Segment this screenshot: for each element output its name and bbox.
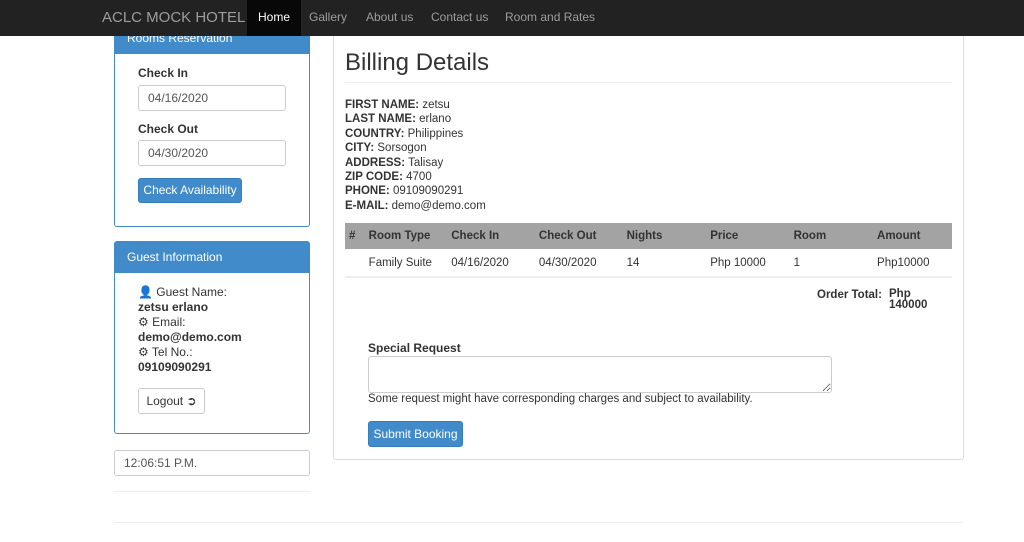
field-value: zetsu bbox=[422, 99, 450, 111]
guest-name-label: Guest Name: bbox=[156, 285, 227, 299]
field-value: 09109090291 bbox=[392, 185, 464, 198]
billing-field: E-MAIL: demo@demo.com bbox=[345, 199, 486, 213]
check-out-input[interactable]: 04/30/2020 bbox=[138, 140, 286, 166]
gear-icon: ⚙ bbox=[138, 345, 149, 359]
divider bbox=[114, 491, 310, 492]
reservation-panel: Rooms Reservation Check In 04/16/2020 Ch… bbox=[114, 22, 310, 227]
submit-booking-button[interactable]: Submit Booking bbox=[368, 421, 463, 447]
guest-panel: Guest Information 👤 Guest Name: zetsu er… bbox=[114, 241, 310, 434]
column-header: Room Type bbox=[364, 223, 448, 249]
check-in-input[interactable]: 04/16/2020 bbox=[138, 85, 286, 111]
billing-field: CITY: Sorsogon bbox=[345, 141, 486, 155]
check-out-label: Check Out bbox=[138, 122, 199, 136]
column-header: Amount bbox=[873, 223, 952, 249]
table-cell: Family Suite bbox=[364, 249, 448, 278]
order-total: Php 140000 bbox=[889, 288, 928, 311]
clock: 12:06:51 P.M. bbox=[114, 450, 310, 476]
footer-divider bbox=[114, 522, 963, 523]
booking-table: # Room Type Check In Check Out Nights Price Ro… bbox=[345, 223, 952, 278]
billing-field: FIRST NAME: zetsu bbox=[345, 98, 486, 112]
nav-home[interactable]: Home bbox=[247, 0, 302, 36]
special-request-label: Special Request bbox=[368, 341, 461, 355]
billing-info: FIRST NAME: zetsu LAST NAME: erlano COUNTR… bbox=[345, 98, 486, 213]
guest-email: demo@demo.com bbox=[138, 330, 242, 344]
column-header: Check In bbox=[447, 223, 535, 249]
check-in-label: Check In bbox=[138, 66, 189, 80]
logout-button[interactable]: Logout ➲ bbox=[138, 388, 205, 414]
table-cell: Php 10000 bbox=[706, 249, 790, 278]
field-value: erlano bbox=[419, 113, 452, 126]
email-label: Email: bbox=[152, 315, 186, 329]
nav-about[interactable]: About us bbox=[366, 10, 414, 24]
check-availability-button[interactable]: Check Availability bbox=[138, 178, 242, 203]
special-request-input[interactable] bbox=[368, 356, 832, 393]
gear-icon: ⚙ bbox=[138, 315, 149, 329]
table-cell: Php10000 bbox=[873, 249, 952, 278]
billing-field: COUNTRY: Philippines bbox=[345, 127, 486, 141]
guest-title: Guest Information bbox=[115, 242, 309, 273]
navbar: ACLC MOCK HOTEL Home Gallery About us Co… bbox=[0, 0, 1024, 36]
field-value: Philippines bbox=[407, 127, 464, 140]
column-header: # bbox=[345, 223, 365, 249]
column-header: Room bbox=[789, 223, 874, 249]
brand[interactable]: ACLC MOCK HOTEL bbox=[102, 9, 246, 26]
tel-label: Tel No.: bbox=[151, 345, 193, 359]
column-header: Price bbox=[706, 223, 790, 249]
guest-name: zetsu erlano bbox=[138, 300, 209, 314]
billing-field: PHONE: 09109090291 bbox=[345, 184, 486, 198]
billing-panel: Billing Details FIRST NAME: zetsu LAST NA… bbox=[333, 20, 964, 460]
field-label: ZIP CODE: bbox=[345, 171, 403, 184]
nav-rooms-rates[interactable]: Room and Rates bbox=[505, 10, 596, 24]
column-header: Nights bbox=[622, 223, 707, 249]
field-value: Sorsogon bbox=[377, 142, 427, 155]
field-value: demo@demo.com bbox=[391, 199, 486, 212]
billing-field: ZIP CODE: 4700 bbox=[345, 170, 486, 184]
column-header: Check Out bbox=[534, 223, 623, 249]
billing-field: ADDRESS: Talisay bbox=[345, 156, 486, 170]
divider bbox=[345, 82, 952, 83]
nav-contact[interactable]: Contact us bbox=[431, 10, 489, 24]
field-label: LAST NAME: bbox=[345, 113, 416, 126]
field-label: ADDRESS: bbox=[345, 156, 406, 169]
user-icon: 👤 bbox=[138, 285, 153, 299]
page-title: Billing Details bbox=[345, 49, 490, 76]
field-value: Talisay bbox=[408, 156, 444, 169]
field-label: CITY: bbox=[345, 142, 375, 155]
guest-tel: 09109090291 bbox=[138, 360, 212, 374]
table-cell: 04/16/2020 bbox=[447, 249, 535, 278]
table-row: Family Suite 04/16/2020 04/30/2020 14 Php 10… bbox=[345, 249, 952, 278]
field-value: 4700 bbox=[406, 171, 432, 184]
field-label: FIRST NAME: bbox=[345, 99, 420, 111]
field-label: PHONE: bbox=[345, 185, 390, 198]
nav-gallery[interactable]: Gallery bbox=[309, 10, 348, 24]
table-cell: 1 bbox=[789, 249, 874, 278]
special-request-note: Some request might have corresponding ch… bbox=[368, 393, 753, 405]
field-label: COUNTRY: bbox=[345, 127, 405, 140]
billing-field: LAST NAME: erlano bbox=[345, 112, 486, 126]
order-total-label: Order Total: bbox=[817, 289, 882, 301]
table-cell: 04/30/2020 bbox=[534, 249, 623, 278]
table-cell: 14 bbox=[622, 249, 707, 278]
logout-label: Logout bbox=[146, 394, 184, 408]
field-label: E-MAIL: bbox=[345, 199, 389, 212]
logout-icon: ➲ bbox=[186, 394, 197, 408]
table-cell bbox=[345, 249, 365, 278]
